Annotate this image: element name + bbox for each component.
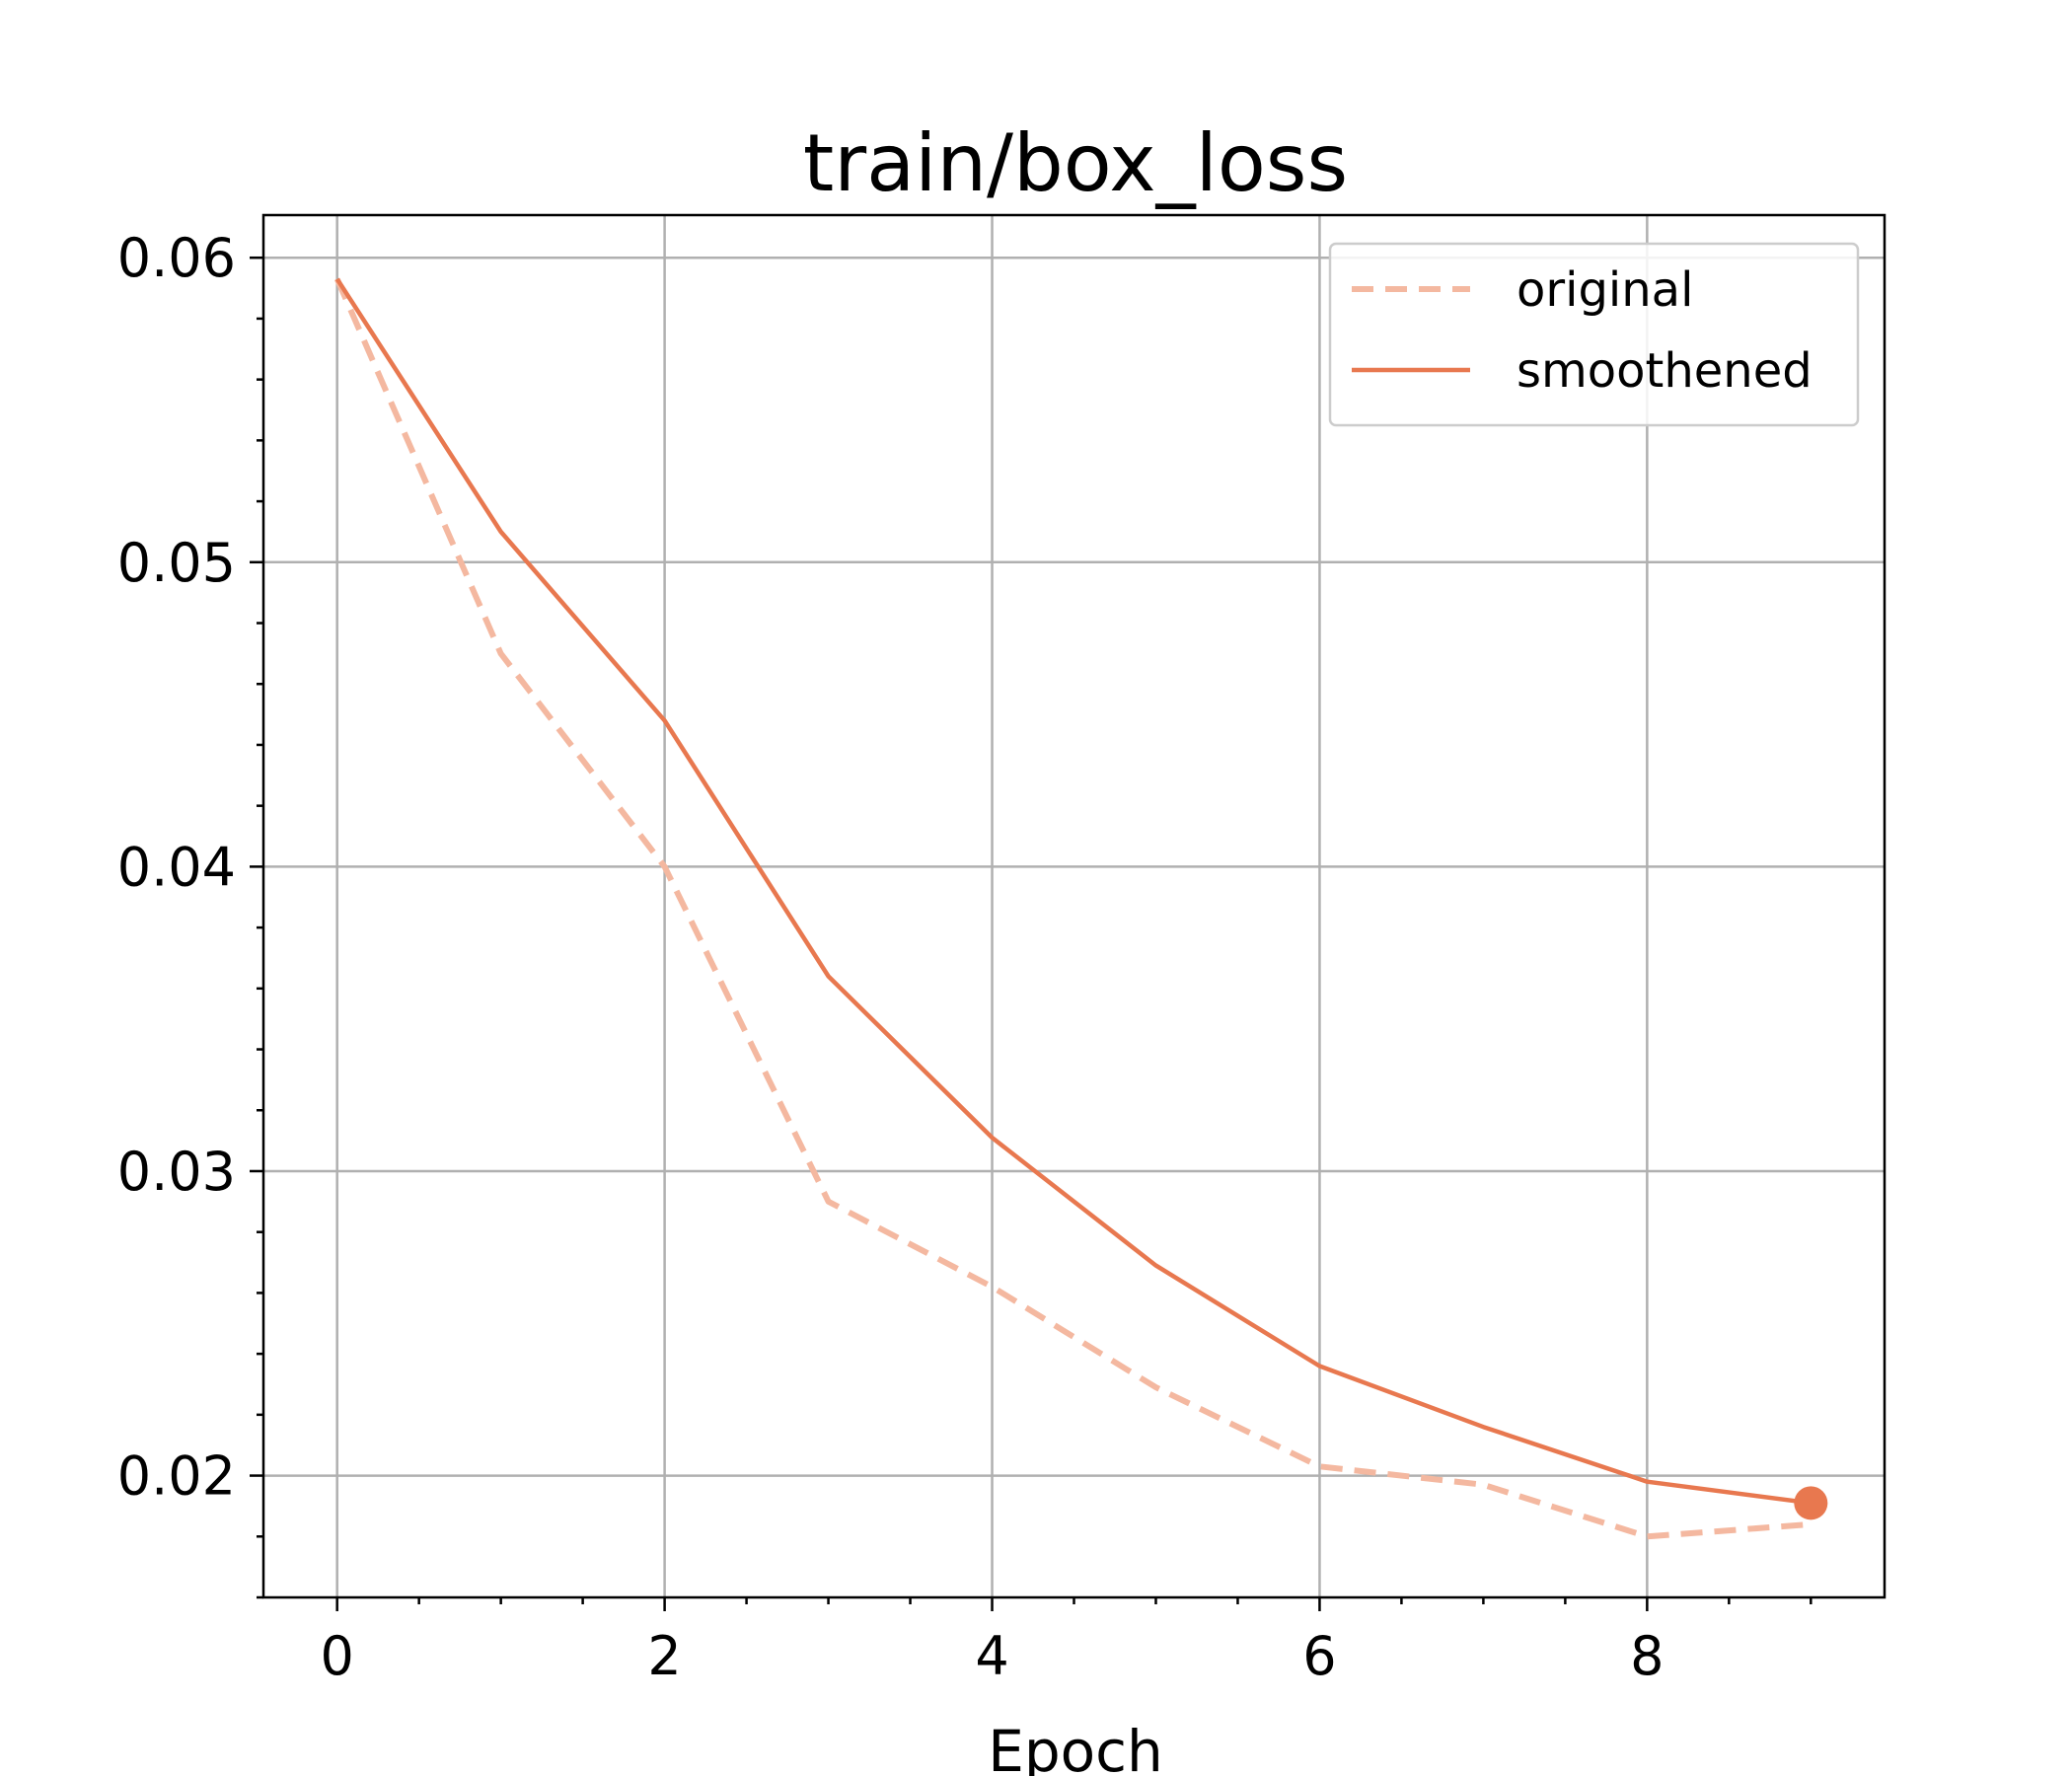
series-line-smoothened (334, 277, 1812, 1506)
y-tick-label-4: 0.06 (117, 227, 236, 289)
legend-label-smoothened: smoothened (1517, 343, 1813, 399)
x-axis-label: Epoch (988, 1718, 1163, 1776)
x-tick-label-2: 4 (975, 1625, 1008, 1687)
x-tick-label-0: 0 (321, 1625, 354, 1687)
series-line-original (333, 277, 1812, 1540)
x-tick-label-3: 6 (1302, 1625, 1336, 1687)
legend-label-original: original (1517, 262, 1693, 318)
x-tick-label-4: 8 (1630, 1625, 1664, 1687)
x-tick-label-1: 2 (647, 1625, 681, 1687)
y-tick-label-3: 0.05 (117, 532, 236, 594)
y-tick-label-2: 0.04 (117, 836, 236, 898)
series-end-marker-smoothened (1794, 1486, 1828, 1520)
chart-title: train/box_loss (803, 117, 1348, 209)
plot-series (333, 277, 1828, 1540)
y-tick-label-1: 0.03 (117, 1141, 236, 1203)
y-tick-label-0: 0.02 (117, 1445, 236, 1508)
axis-ticks: 0 2 4 6 8 0.02 0.03 0.04 0.05 0.06 (117, 227, 1813, 1687)
legend: original smoothened (1328, 242, 1860, 427)
